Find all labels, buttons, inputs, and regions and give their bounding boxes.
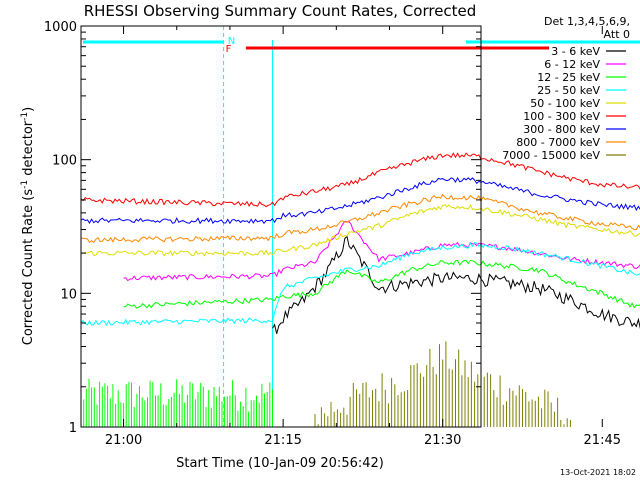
night-marker-label: N <box>228 36 235 47</box>
legend-subtitle: Att 0 <box>604 28 630 41</box>
y-label-sup-2: -1 <box>20 112 30 121</box>
flare-marker-label: F <box>226 44 232 55</box>
y-tick-label: 1 <box>69 421 77 436</box>
plot-area: NF <box>80 26 640 427</box>
chart-title: RHESSI Observing Summary Count Rates, Co… <box>84 2 477 20</box>
legend-entry-label: 25 - 50 keV <box>537 84 600 97</box>
y-label-part-2: detector <box>21 120 36 180</box>
y-tick-label: 1000 <box>44 20 77 35</box>
series-line-300-800kev <box>80 176 640 225</box>
y-axis-label: Corrected Count Rate (s-1 detector-1) <box>20 107 36 345</box>
x-tick-label: 21:45 <box>584 433 621 448</box>
series-line-6-12kev <box>123 220 640 282</box>
series-line-100-300kev <box>80 152 640 208</box>
plot-frame <box>80 25 482 428</box>
legend-entry-label: 6 - 12 keV <box>544 58 600 71</box>
timestamp: 13-Oct-2021 18:02 <box>560 468 636 477</box>
y-tick-label: 100 <box>52 154 77 169</box>
axis-ticks: 21:0021:1521:3021:4522:0022:1522:3011010… <box>44 20 621 448</box>
legend-entry-label: 12 - 25 keV <box>537 71 600 84</box>
y-label-part-3: ) <box>21 107 36 112</box>
series-line-12-25kev <box>123 259 640 309</box>
y-label-sup-1: -1 <box>20 180 30 189</box>
legend-entry-label: 800 - 7000 keV <box>516 136 600 149</box>
legend-entry-label: 100 - 300 keV <box>523 110 600 123</box>
series-spikes-7000-15000-kev <box>314 341 571 427</box>
series-line-50-100kev <box>80 204 640 257</box>
legend-entry-label: 50 - 100 keV <box>530 97 600 110</box>
legend-entry-label: 7000 - 15000 keV <box>502 149 600 162</box>
series-line-800-7000kev <box>80 193 640 244</box>
y-label-part-1: Corrected Count Rate (s <box>21 189 36 346</box>
legend-entry-label: 300 - 800 keV <box>523 123 600 136</box>
series-line-3-6kev <box>272 235 640 334</box>
x-tick-label: 21:30 <box>424 433 461 448</box>
legend-title: Det 1,3,4,5,6,9, <box>544 15 630 28</box>
legend-entry-label: 3 - 6 keV <box>551 45 600 58</box>
y-tick-label: 10 <box>60 287 77 302</box>
x-tick-label: 21:00 <box>105 433 142 448</box>
series-line-25-50kev <box>80 241 640 327</box>
x-axis-label: Start Time (10-Jan-09 20:56:42) <box>176 456 384 471</box>
x-tick-label: 21:15 <box>264 433 301 448</box>
